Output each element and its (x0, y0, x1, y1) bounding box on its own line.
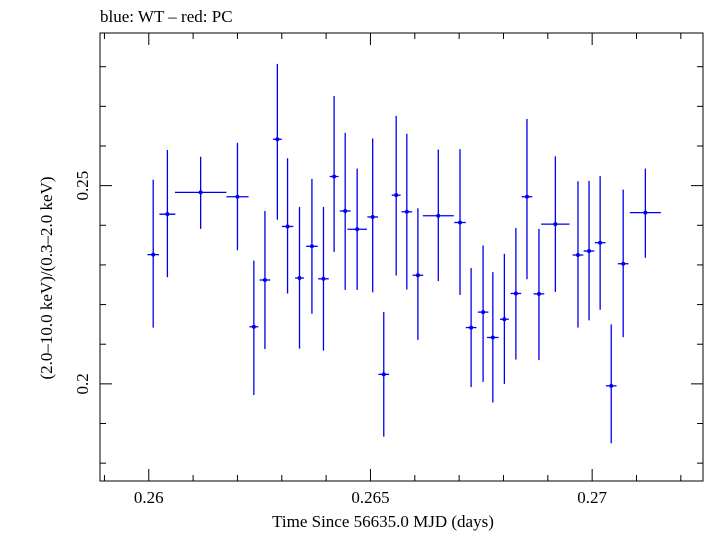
data-point (412, 208, 424, 340)
data-point (159, 149, 176, 278)
data-point (499, 253, 509, 384)
data-marker (275, 137, 280, 142)
data-point (174, 156, 227, 229)
data-marker (436, 213, 441, 218)
data-point (477, 245, 489, 382)
x-tick-label: 0.26 (134, 488, 164, 507)
data-point (272, 63, 282, 220)
y-axis-label: (2.0–10.0 keV)/(0.3–2.0 keV) (37, 176, 56, 379)
data-marker (575, 253, 580, 258)
data-marker (309, 244, 314, 249)
plot-frame (99, 32, 704, 482)
data-marker (404, 209, 409, 214)
data-point (318, 207, 329, 351)
data-point (583, 180, 595, 321)
data-marker (458, 220, 463, 225)
data-marker (609, 383, 614, 388)
data-marker (381, 372, 386, 377)
data-point (629, 168, 661, 258)
data-point (226, 142, 249, 251)
data-marker (297, 276, 302, 281)
data-marker (553, 222, 558, 227)
data-marker (235, 194, 240, 199)
data-marker (198, 190, 203, 195)
data-point (521, 119, 533, 280)
data-point (339, 132, 351, 290)
data-point (347, 168, 367, 290)
y-tick-label: 0.2 (73, 373, 92, 394)
data-marker (251, 324, 256, 329)
data-marker (343, 209, 348, 214)
data-points (147, 63, 661, 444)
data-marker (415, 273, 420, 278)
data-marker (151, 252, 156, 257)
data-marker (502, 317, 507, 322)
data-point (605, 324, 617, 444)
data-marker (262, 277, 267, 282)
data-marker (355, 227, 360, 232)
data-marker (643, 210, 648, 215)
data-marker (332, 174, 337, 179)
data-point (422, 149, 454, 282)
data-point (367, 138, 379, 293)
data-marker (481, 310, 486, 315)
data-point (617, 189, 629, 338)
data-marker (394, 193, 399, 198)
data-point (401, 133, 413, 290)
data-point (510, 228, 522, 360)
data-marker (285, 224, 290, 229)
data-point (147, 179, 159, 328)
data-point (391, 115, 401, 276)
data-marker (469, 325, 474, 330)
data-marker (370, 214, 375, 219)
data-point (487, 272, 499, 403)
data-point (533, 228, 545, 361)
data-marker (524, 194, 529, 199)
axis-ticks (100, 33, 703, 481)
axis-tick-labels: 0.26 0.265 0.27 0.2 0.25 (73, 171, 608, 507)
data-point (594, 176, 606, 310)
data-point (295, 207, 304, 349)
data-marker (321, 276, 326, 281)
data-point (249, 260, 259, 395)
x-axis-label: Time Since 56635.0 MJD (days) (272, 512, 494, 531)
data-marker (621, 261, 626, 266)
data-marker (165, 212, 170, 217)
data-marker (536, 291, 541, 296)
data-point (378, 312, 390, 437)
data-marker (513, 291, 518, 296)
data-point (572, 181, 584, 328)
data-point (329, 96, 339, 252)
data-marker (598, 240, 603, 245)
data-point (454, 149, 466, 296)
data-point (465, 268, 477, 388)
y-tick-label: 0.25 (73, 171, 92, 201)
data-point (281, 158, 294, 294)
data-marker (587, 249, 592, 254)
data-marker (490, 335, 495, 340)
data-point (306, 178, 318, 314)
data-point (541, 156, 570, 292)
chart-title: blue: WT – red: PC (100, 7, 233, 26)
x-tick-label: 0.265 (351, 488, 389, 507)
data-point (259, 211, 271, 349)
x-tick-label: 0.27 (577, 488, 607, 507)
